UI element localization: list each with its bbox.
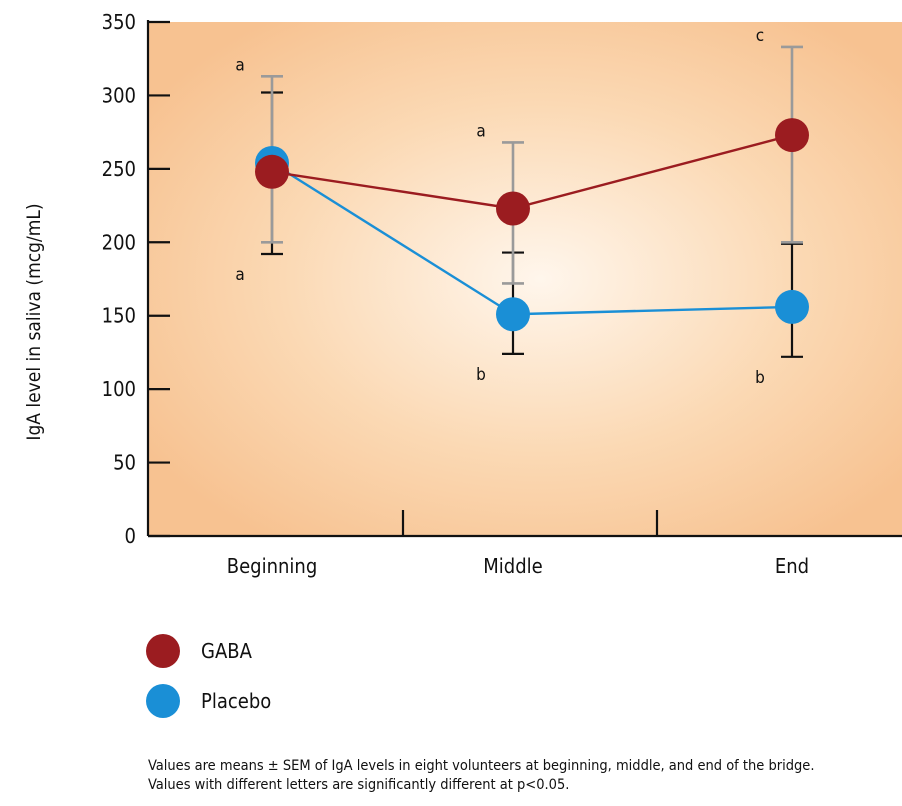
x-category-label-beginning: Beginning — [227, 554, 318, 578]
placebo-point-end — [775, 289, 809, 324]
y-tick-label-100: 100 — [102, 377, 136, 401]
gaba-point-beginning — [255, 154, 289, 189]
y-tick-label-250: 250 — [102, 157, 136, 181]
y-tick-label-350: 350 — [102, 10, 136, 34]
legend: GABA Placebo — [146, 634, 271, 718]
y-tick-label-300: 300 — [102, 83, 136, 107]
legend-swatch-gaba — [146, 634, 180, 668]
legend-label-gaba: GABA — [201, 639, 253, 663]
footnote-line-2: Values with different letters are signif… — [148, 777, 570, 793]
y-tick-label-200: 200 — [102, 230, 136, 254]
gaba-sig-letter-0: a — [235, 55, 244, 75]
y-tick-label-0: 0 — [125, 524, 136, 548]
placebo-sig-letter-0: a — [235, 265, 244, 285]
placebo-sig-letter-2: b — [755, 368, 765, 388]
gaba-point-middle — [496, 191, 530, 226]
placebo-sig-letter-1: b — [476, 365, 486, 385]
y-tick-label-50: 50 — [113, 451, 136, 475]
gaba-sig-letter-1: a — [476, 121, 485, 141]
legend-swatch-placebo — [146, 684, 180, 718]
gaba-sig-letter-2: c — [756, 26, 764, 46]
x-category-label-middle: Middle — [483, 554, 542, 578]
placebo-point-middle — [496, 297, 530, 332]
legend-label-placebo: Placebo — [201, 689, 271, 713]
x-category-label-end: End — [775, 554, 809, 578]
y-axis-label: IgA level in saliva (mcg/mL) — [23, 203, 45, 440]
y-tick-label-150: 150 — [102, 304, 136, 328]
gaba-point-end — [775, 118, 809, 153]
plot-area-background — [148, 22, 902, 536]
footnote-line-1: Values are means ± SEM of IgA levels in … — [148, 758, 815, 774]
